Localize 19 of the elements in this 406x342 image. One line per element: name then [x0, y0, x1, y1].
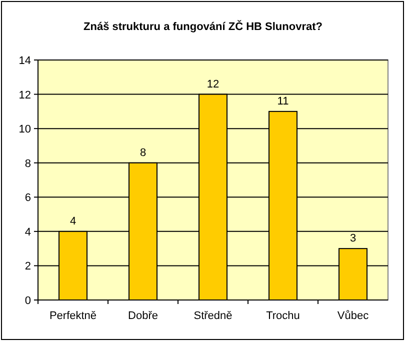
data-label: 4: [70, 215, 76, 228]
x-tick-label: Středně: [194, 310, 232, 322]
x-tick-label: Perfektně: [49, 310, 97, 322]
y-tick-label: 14: [18, 55, 31, 67]
data-label: 11: [277, 95, 289, 108]
data-label: 3: [350, 232, 356, 245]
y-tick-label: 4: [24, 226, 31, 238]
data-label: 12: [206, 78, 220, 90]
data-label: 8: [140, 146, 146, 159]
y-tick-label: 10: [18, 124, 31, 136]
x-tick-label: Dobře: [128, 310, 158, 322]
y-tick-label: 6: [24, 192, 31, 204]
x-tick-label: Trochu: [266, 310, 300, 322]
chart-title: Znáš strukturu a fungování ZČ HB Slunovrat?: [84, 20, 323, 33]
y-tick-label: 0: [24, 295, 31, 307]
y-tick-label: 12: [18, 89, 31, 102]
x-tick-label: Vůbec: [337, 310, 370, 322]
y-tick-label: 8: [24, 158, 31, 170]
y-tick-label: 2: [24, 260, 31, 273]
